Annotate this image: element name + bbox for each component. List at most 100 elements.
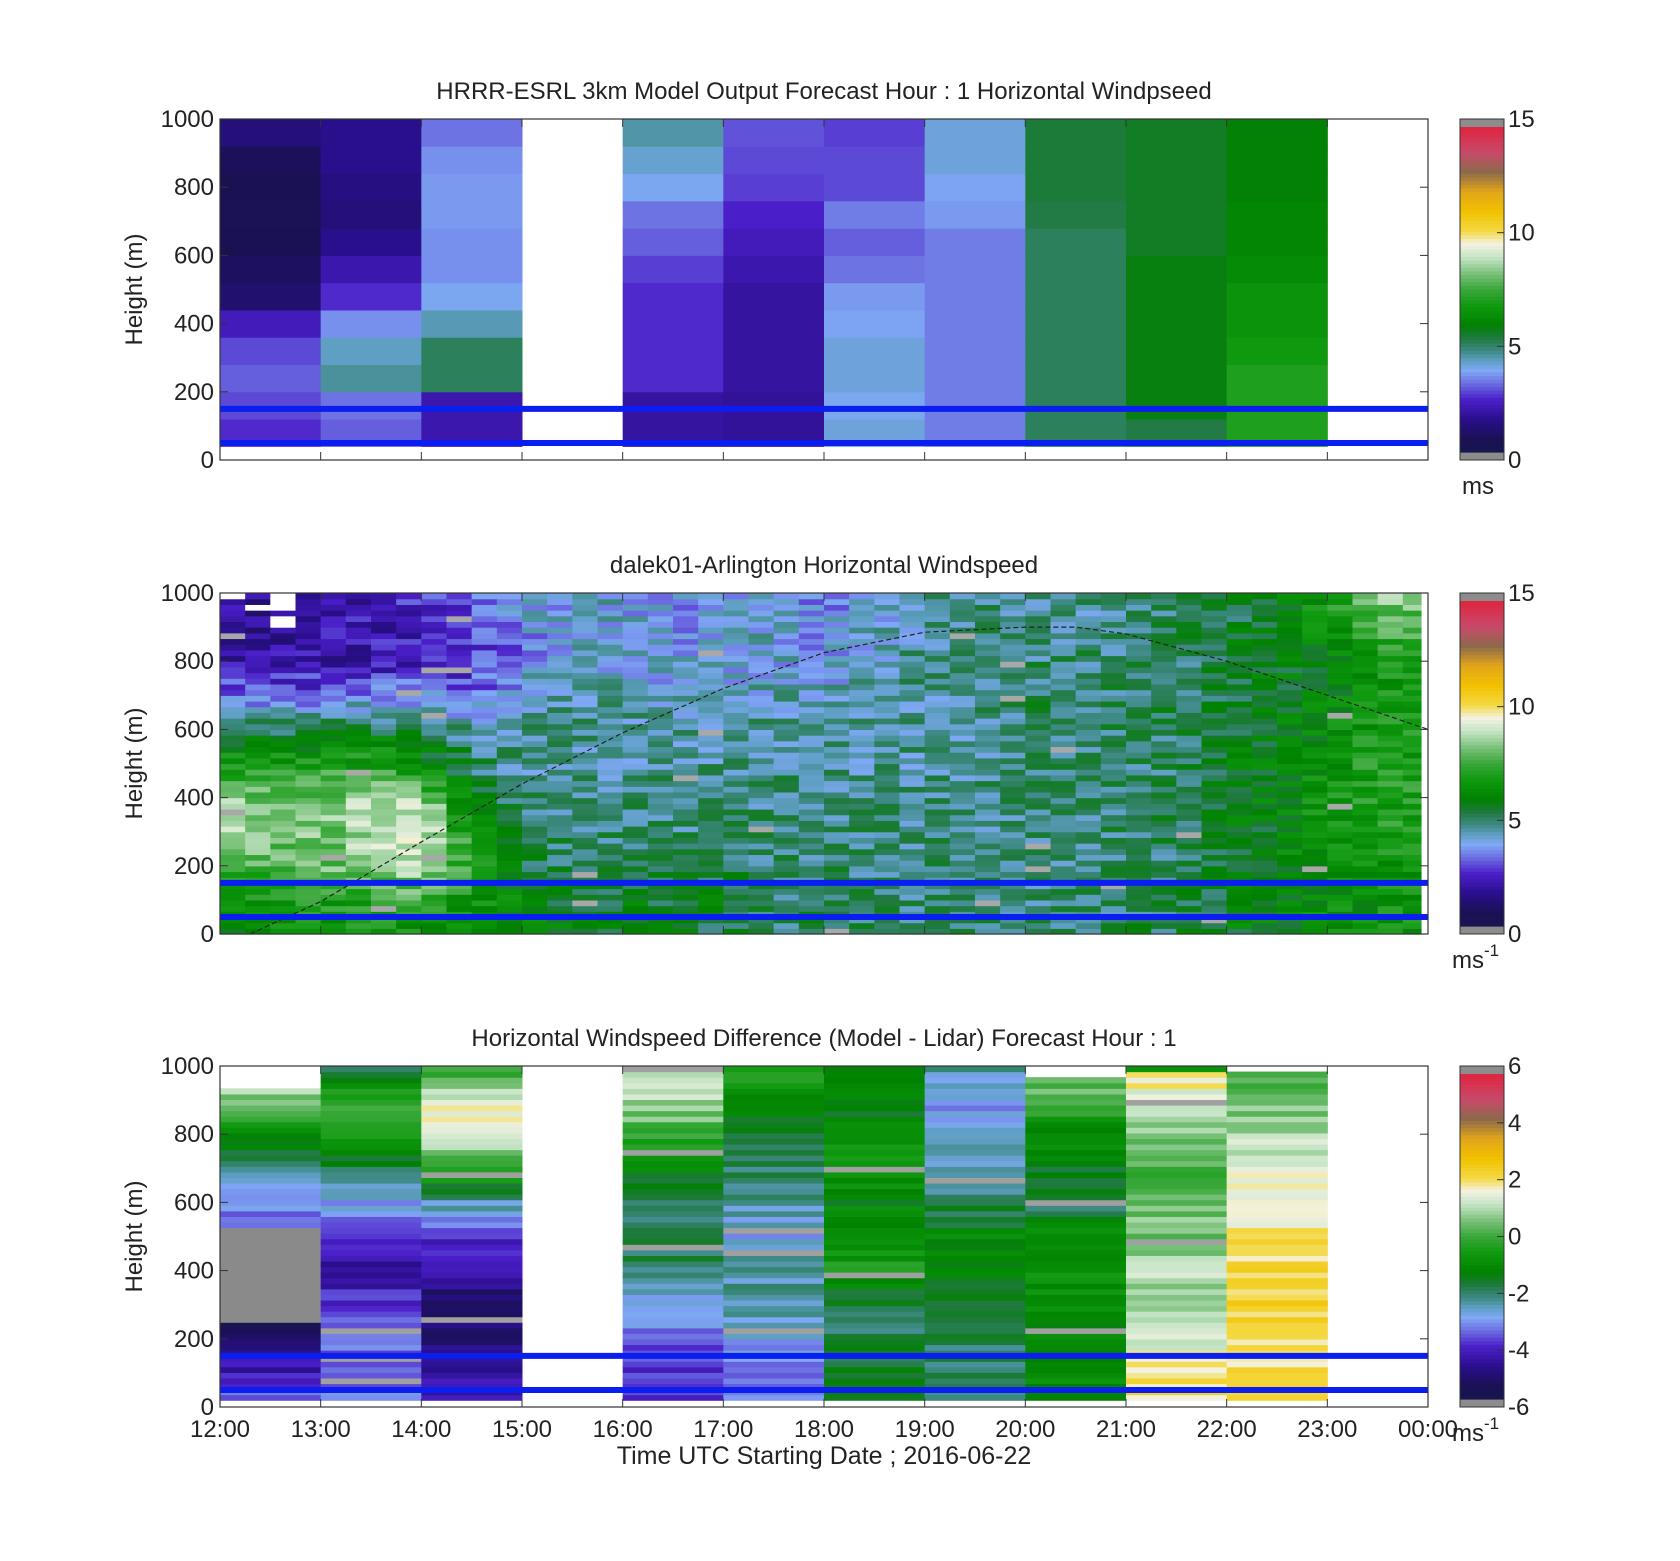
y-axis-label: Height (m) [121, 233, 148, 345]
heatmap-cell [1226, 865, 1253, 873]
heatmap-cell [421, 1155, 523, 1162]
heatmap-cell [1251, 752, 1278, 759]
heatmap-cell [723, 797, 750, 804]
heatmap-cell [245, 627, 271, 634]
heatmap-cell [622, 119, 724, 147]
heatmap-cell [295, 615, 322, 623]
colorbar-swatch [1460, 875, 1504, 880]
heatmap-cell [698, 683, 724, 691]
heatmap-cell [824, 752, 850, 759]
heatmap-cell [899, 808, 926, 816]
heatmap-cell [899, 826, 926, 833]
colorbar-swatch [1460, 1352, 1504, 1357]
heatmap-cell [446, 797, 473, 804]
heatmap-cell [849, 888, 875, 895]
heatmap-cell [622, 888, 649, 895]
heatmap-cell [220, 1377, 322, 1385]
heatmap-cell [1126, 309, 1228, 338]
heatmap-cell [824, 1138, 926, 1145]
heatmap-cell [924, 1266, 1026, 1273]
heatmap-cell [320, 1272, 422, 1279]
heatmap-cell [345, 752, 372, 759]
heatmap-cell [421, 797, 448, 804]
heatmap-cell [1100, 666, 1127, 674]
heatmap-cell [874, 644, 901, 651]
heatmap-cell [1126, 632, 1152, 640]
heatmap-cell [220, 1171, 322, 1178]
colorbar-swatch [1460, 224, 1504, 229]
heatmap-cell [924, 689, 951, 696]
heatmap-cell [673, 791, 699, 799]
heatmap-cell [1251, 649, 1278, 657]
heatmap-cell [1176, 803, 1203, 810]
heatmap-cell [1025, 598, 1052, 605]
colorbar-tick-label: 0 [1508, 921, 1521, 948]
heatmap-cell [220, 644, 246, 651]
heatmap-cell [673, 706, 699, 713]
heatmap-cell [698, 814, 724, 821]
heatmap-cell [723, 1155, 825, 1162]
heatmap-cell [320, 1205, 422, 1212]
heatmap-cell [320, 820, 347, 827]
heatmap-cell [496, 916, 523, 924]
heatmap-cell [471, 683, 498, 691]
heatmap-cell [622, 1327, 724, 1334]
heatmap-cell [622, 146, 724, 175]
heatmap-cell [396, 814, 422, 821]
heatmap-cell [1126, 1077, 1228, 1084]
heatmap-cell [824, 803, 850, 810]
heatmap-cell [1050, 598, 1077, 605]
heatmap-cell [220, 871, 246, 878]
heatmap-cell [1000, 786, 1026, 793]
heatmap-cell [622, 604, 649, 611]
heatmap-cell [320, 905, 347, 912]
heatmap-cell [295, 797, 322, 804]
colorbar-swatch [1460, 130, 1504, 135]
heatmap-cell [396, 854, 422, 861]
heatmap-cell [1251, 615, 1278, 623]
heatmap-cell [723, 1205, 825, 1212]
heatmap-cell [723, 791, 750, 799]
colorbar-swatch [1460, 1355, 1504, 1360]
heatmap-cell [1050, 786, 1077, 793]
colorbar-swatch [1460, 767, 1504, 772]
heatmap-cell [723, 1166, 825, 1173]
heatmap-cell [1201, 888, 1228, 895]
heatmap-cell [647, 865, 674, 873]
heatmap-cell [748, 769, 775, 776]
heatmap-cell [220, 1272, 322, 1279]
heatmap-cell [1226, 1093, 1328, 1101]
colorbar-swatch [1460, 1348, 1504, 1353]
colorbar-swatch [1460, 213, 1504, 218]
heatmap-cell [1201, 718, 1228, 725]
heatmap-cell [1226, 661, 1253, 668]
heatmap-cell [371, 672, 397, 679]
heatmap-cell [622, 837, 649, 844]
heatmap-cell [1402, 695, 1422, 702]
heatmap-cell [371, 740, 397, 748]
heatmap-cell [798, 666, 825, 674]
heatmap-cell [798, 598, 825, 605]
heatmap-cell [220, 672, 246, 679]
heatmap-cell [949, 854, 976, 861]
colorbar-swatch [1460, 1189, 1504, 1194]
heatmap-cell [320, 593, 347, 600]
heatmap-cell [1352, 632, 1379, 640]
heatmap-cell [547, 803, 573, 810]
heatmap-cell [371, 928, 397, 935]
colorbar-swatch [1460, 246, 1504, 251]
heatmap-cell [622, 1116, 724, 1123]
heatmap-cell [975, 826, 1001, 833]
heatmap-cell [798, 831, 825, 838]
heatmap-cell [572, 780, 599, 787]
heatmap-cell [572, 808, 599, 816]
heatmap-cell [949, 638, 976, 645]
heatmap-cell [1025, 666, 1052, 674]
heatmap-cell [220, 1288, 322, 1295]
heatmap-cell [1377, 638, 1404, 645]
heatmap-cell [1277, 786, 1303, 793]
colorbar-swatch [1460, 322, 1504, 327]
heatmap-cell [220, 1110, 322, 1117]
heatmap-cell [1251, 598, 1278, 605]
